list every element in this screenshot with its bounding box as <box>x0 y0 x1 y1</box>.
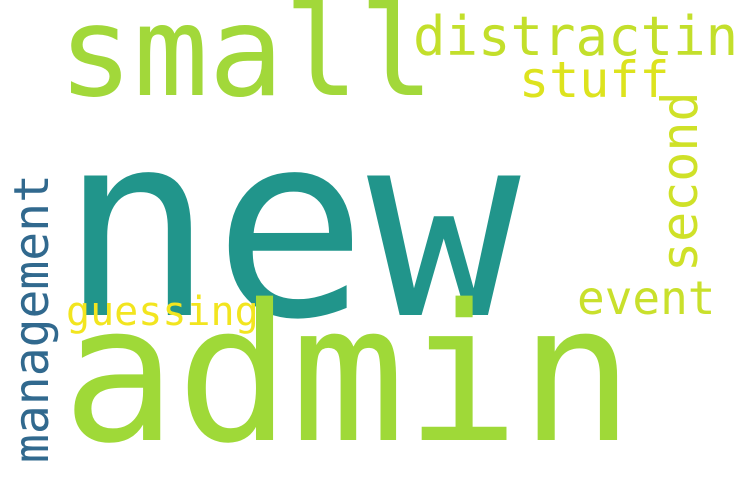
word-event: event <box>577 271 716 325</box>
word-second: second <box>651 91 709 272</box>
word-management: management <box>4 174 60 463</box>
word-stuff: stuff <box>519 51 670 109</box>
word-small: small <box>58 0 435 125</box>
word-admin: admin <box>62 264 634 485</box>
word-guessing: guessing <box>66 289 259 335</box>
word-new: new <box>60 79 521 376</box>
word-distracting: distracting <box>413 5 734 68</box>
